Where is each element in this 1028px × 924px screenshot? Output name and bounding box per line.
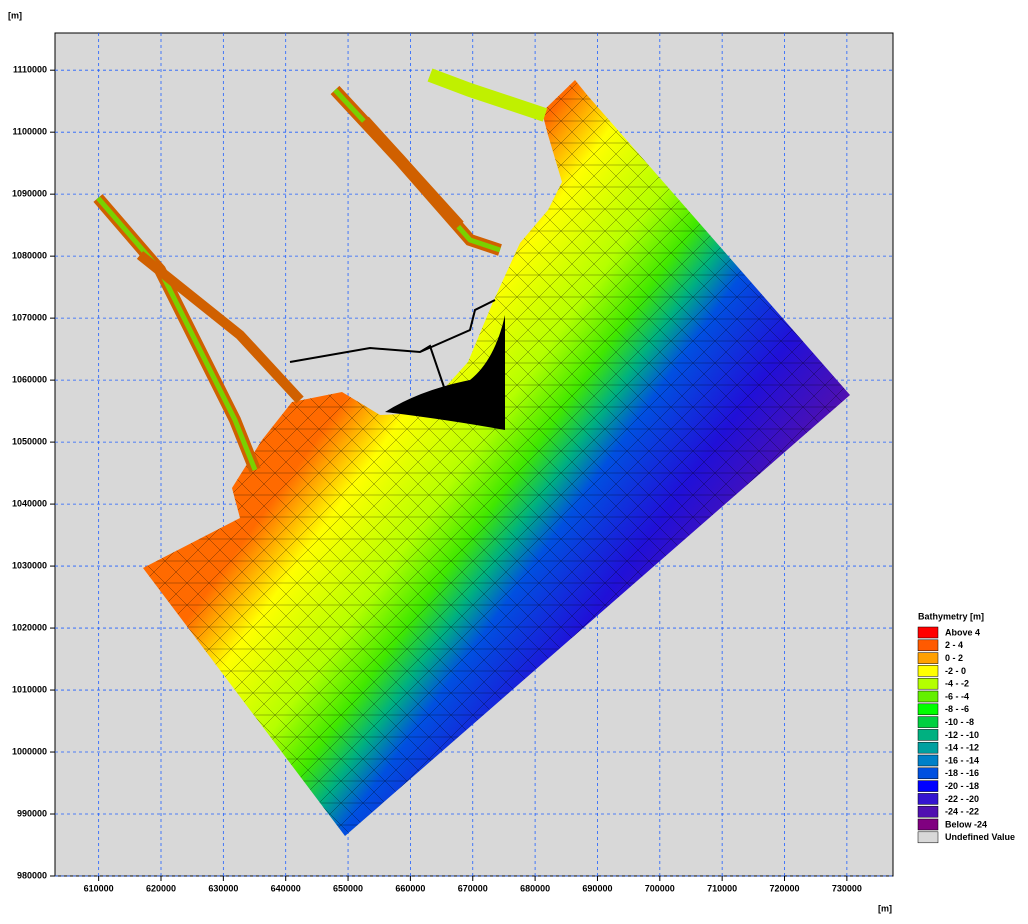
x-tick-label: 620000 xyxy=(146,883,176,893)
legend-swatch xyxy=(918,653,938,664)
legend-swatch xyxy=(918,640,938,651)
x-tick-label: 720000 xyxy=(769,883,799,893)
legend-label: -10 - -8 xyxy=(945,717,974,727)
chart: [m] [m] Bathymetry [m] Above 4 2 - 4 0 - 2 -… xyxy=(0,0,1028,919)
legend-swatch xyxy=(918,755,938,766)
y-tick-label: 1060000 xyxy=(12,374,47,384)
y-tick-label: 1050000 xyxy=(12,436,47,446)
legend-label: -6 - -4 xyxy=(945,691,969,701)
legend-label: -24 - -22 xyxy=(945,807,979,817)
legend-label: 2 - 4 xyxy=(945,640,963,650)
legend-label: -14 - -12 xyxy=(945,743,979,753)
x-tick-label: 710000 xyxy=(707,883,737,893)
legend-swatch xyxy=(918,832,938,843)
x-tick-label: 670000 xyxy=(458,883,488,893)
y-tick-label: 1070000 xyxy=(12,313,47,323)
x-tick-label: 640000 xyxy=(271,883,301,893)
y-tick-label: 1110000 xyxy=(13,65,47,75)
legend-label: -20 - -18 xyxy=(945,781,979,791)
legend-swatch xyxy=(918,768,938,779)
legend-label: -4 - -2 xyxy=(945,679,969,689)
legend-swatch xyxy=(918,729,938,740)
y-tick-label: 1020000 xyxy=(12,622,47,632)
y-tick-label: 1090000 xyxy=(12,189,47,199)
legend-swatch xyxy=(918,691,938,702)
legend-swatch xyxy=(918,819,938,830)
y-tick-label: 1010000 xyxy=(12,684,47,694)
y-tick-label: 990000 xyxy=(17,808,47,818)
legend-label: -22 - -20 xyxy=(945,794,979,804)
x-tick-label: 660000 xyxy=(395,883,425,893)
legend-swatch xyxy=(918,717,938,728)
legend-label: 0 - 2 xyxy=(945,653,963,663)
y-tick-label: 1040000 xyxy=(12,498,47,508)
x-tick-label: 690000 xyxy=(582,883,612,893)
x-tick-label: 650000 xyxy=(333,883,363,893)
legend-title: Bathymetry [m] xyxy=(918,611,984,621)
y-tick-label: 1080000 xyxy=(12,251,47,261)
legend-label: Above 4 xyxy=(945,627,980,637)
legend-swatch xyxy=(918,793,938,804)
legend-swatch xyxy=(918,678,938,689)
x-tick-label: 630000 xyxy=(208,883,238,893)
legend-label: -16 - -14 xyxy=(945,755,979,765)
legend-label: Undefined Value xyxy=(945,832,1015,842)
legend-swatch xyxy=(918,627,938,638)
y-tick-label: 980000 xyxy=(17,870,47,880)
legend-swatch xyxy=(918,704,938,715)
y-tick-label: 1030000 xyxy=(12,560,47,570)
y-axis-label: [m] xyxy=(8,10,22,20)
x-axis-label: [m] xyxy=(878,903,892,913)
legend-swatch xyxy=(918,742,938,753)
legend: Bathymetry [m] Above 4 2 - 4 0 - 2 -2 - 0 -4 … xyxy=(918,611,1015,842)
legend-swatch xyxy=(918,806,938,817)
legend-label: -12 - -10 xyxy=(945,730,979,740)
legend-swatch xyxy=(918,665,938,676)
x-tick-label: 700000 xyxy=(645,883,675,893)
legend-swatch xyxy=(918,781,938,792)
y-tick-label: 1100000 xyxy=(12,127,47,137)
legend-label: -8 - -6 xyxy=(945,704,969,714)
y-tick-label: 1000000 xyxy=(12,746,47,756)
x-tick-label: 680000 xyxy=(520,883,550,893)
x-tick-label: 610000 xyxy=(84,883,114,893)
legend-label: Below -24 xyxy=(945,819,987,829)
x-tick-label: 730000 xyxy=(832,883,862,893)
legend-label: -2 - 0 xyxy=(945,666,966,676)
legend-label: -18 - -16 xyxy=(945,768,979,778)
